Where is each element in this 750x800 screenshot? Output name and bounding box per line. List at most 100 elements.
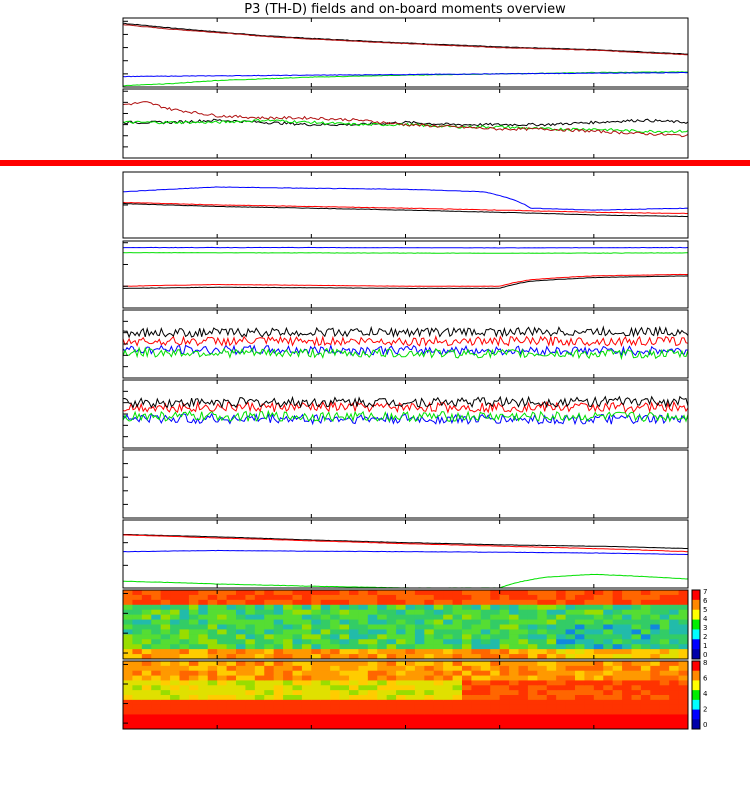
heatmap-cell bbox=[556, 661, 567, 667]
heatmap-cell bbox=[245, 654, 256, 660]
heatmap-cell bbox=[170, 594, 180, 601]
heatmap-cell bbox=[678, 695, 689, 701]
heatmap-cell bbox=[330, 714, 341, 720]
heatmap-cell bbox=[424, 661, 435, 667]
heatmap-cell bbox=[358, 704, 369, 711]
heatmap-cell bbox=[273, 709, 284, 715]
heatmap-cell bbox=[386, 614, 397, 621]
heatmap-cell bbox=[424, 680, 435, 686]
heatmap-cell bbox=[537, 619, 548, 625]
heatmap-cell bbox=[179, 704, 190, 711]
heatmap-cell bbox=[556, 590, 567, 596]
heatmap-cell bbox=[490, 719, 501, 725]
heatmap-cell bbox=[640, 599, 651, 606]
heatmap-cell bbox=[678, 594, 689, 601]
heatmap-cell bbox=[132, 661, 143, 667]
heatmap-cell bbox=[499, 699, 510, 706]
heatmap-cell bbox=[546, 680, 557, 686]
heatmap-cell bbox=[518, 661, 529, 667]
heatmap-cell bbox=[622, 649, 632, 655]
heatmap-cell bbox=[452, 719, 463, 725]
heatmap-cell bbox=[584, 670, 595, 677]
heatmap-cell bbox=[367, 704, 378, 711]
heatmap-cell bbox=[179, 644, 190, 650]
heatmap-cell bbox=[179, 685, 190, 691]
heatmap-cell bbox=[123, 714, 133, 720]
heatmap-cell bbox=[179, 629, 190, 635]
heatmap-cell bbox=[414, 709, 425, 715]
heatmap-cell bbox=[490, 649, 501, 655]
heatmap-cell bbox=[170, 619, 180, 625]
heatmap-cell bbox=[603, 685, 614, 691]
heatmap-cell bbox=[537, 614, 548, 621]
heatmap-cell bbox=[377, 604, 388, 611]
heatmap-cell bbox=[527, 624, 538, 630]
heatmap-cell bbox=[499, 661, 510, 667]
heatmap-cell bbox=[565, 665, 576, 672]
heatmap-cell bbox=[622, 704, 632, 711]
heatmap-cell bbox=[207, 690, 218, 696]
heatmap-cell bbox=[669, 675, 680, 681]
heatmap-cell bbox=[170, 709, 180, 715]
heatmap-cell bbox=[650, 670, 661, 677]
heatmap-cell bbox=[179, 724, 190, 730]
heatmap-cell bbox=[386, 629, 397, 635]
heatmap-cell bbox=[518, 675, 529, 681]
heatmap-cell bbox=[659, 594, 670, 601]
heatmap-cell bbox=[151, 724, 162, 730]
heatmap-cell bbox=[622, 690, 632, 696]
heatmap-cell bbox=[593, 690, 604, 696]
heatmap-cell bbox=[640, 709, 651, 715]
heatmap-cell bbox=[320, 685, 331, 691]
heatmap-cell bbox=[452, 670, 463, 677]
heatmap-cell bbox=[603, 724, 614, 730]
heatmap-cell bbox=[151, 639, 162, 645]
heatmap-cell bbox=[396, 704, 406, 711]
heatmap-cell bbox=[226, 590, 237, 596]
heatmap-cell bbox=[245, 649, 256, 655]
heatmap-cell bbox=[198, 695, 209, 701]
heatmap-cell bbox=[556, 594, 567, 601]
heatmap-cell bbox=[339, 690, 350, 696]
heatmap-cell bbox=[575, 665, 585, 672]
heatmap-cell bbox=[151, 644, 162, 650]
heatmap-cell bbox=[443, 719, 454, 725]
heatmap-cell bbox=[386, 599, 397, 606]
heatmap-cell bbox=[349, 639, 359, 645]
heatmap-cell bbox=[377, 629, 388, 635]
heatmap-cell bbox=[132, 604, 143, 611]
heatmap-cell bbox=[320, 695, 331, 701]
heatmap-cell bbox=[330, 629, 341, 635]
heatmap-cell bbox=[490, 634, 501, 640]
heatmap-cell bbox=[480, 614, 491, 621]
heatmap-cell bbox=[141, 719, 152, 725]
heatmap-cell bbox=[669, 670, 680, 677]
heatmap-cell bbox=[678, 614, 689, 621]
heatmap-cell bbox=[170, 675, 180, 681]
heatmap-cell bbox=[593, 624, 604, 630]
heatmap-cell bbox=[226, 654, 237, 660]
heatmap-cell bbox=[217, 639, 228, 645]
heatmap-cell bbox=[452, 639, 463, 645]
heatmap-cell bbox=[603, 639, 614, 645]
heatmap-cell bbox=[330, 634, 341, 640]
panel-8 bbox=[122, 589, 689, 660]
heatmap-cell bbox=[414, 661, 425, 667]
heatmap-cell bbox=[659, 714, 670, 720]
heatmap-cell bbox=[480, 685, 491, 691]
heatmap-cell bbox=[509, 594, 519, 601]
heatmap-cell bbox=[254, 619, 265, 625]
heatmap-cell bbox=[575, 690, 585, 696]
heatmap-cell bbox=[424, 619, 435, 625]
heatmap-cell bbox=[396, 699, 406, 706]
heatmap-cell bbox=[462, 699, 472, 706]
heatmap-cell bbox=[575, 724, 585, 730]
heatmap-cell bbox=[659, 654, 670, 660]
heatmap-cell bbox=[349, 629, 359, 635]
heatmap-cell bbox=[556, 724, 567, 730]
heatmap-cell bbox=[141, 670, 152, 677]
heatmap-cell bbox=[283, 719, 293, 725]
heatmap-cell bbox=[377, 644, 388, 650]
heatmap-cell bbox=[320, 719, 331, 725]
heatmap-cell bbox=[575, 644, 585, 650]
